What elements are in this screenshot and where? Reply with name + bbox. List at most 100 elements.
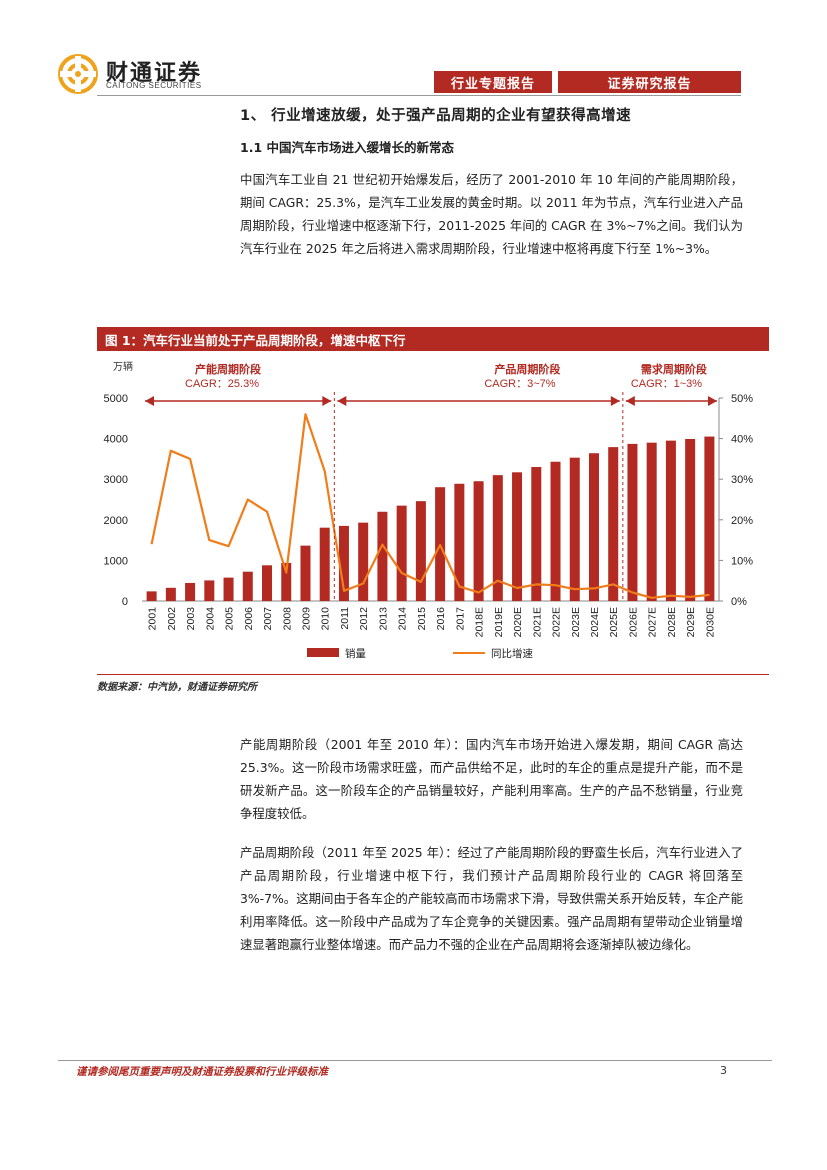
x-tick-label: 2022E [551,607,563,637]
x-tick-label: 2026E [627,607,639,637]
y-tick-label: 5000 [104,393,128,405]
bar-2028E [665,440,676,601]
x-tick-label: 2002 [166,607,178,631]
figure-source: 数据来源：中汽协，财通证券研究所 [97,682,257,693]
x-tick-label: 2020E [512,607,524,637]
y-tick-label: 1000 [104,555,128,567]
bar-2019E [492,475,503,601]
phase-name-label: 需求周期阶段 [641,362,707,376]
legend-line-label: 同比增速 [491,647,533,660]
y-tick-label: 2000 [104,515,128,527]
x-tick-label: 2004 [204,607,216,631]
x-tick-label: 2017 [454,607,466,631]
x-tick-label: 2010 [320,607,332,631]
header-divider [97,95,741,96]
x-tick-label: 2024E [589,607,601,637]
legend-bar-label: 销量 [345,647,366,660]
x-tick-label: 2007 [262,607,274,631]
x-tick-label: 2012 [358,607,370,631]
x-tick-label: 2003 [185,607,197,631]
x-tick-label: 2015 [416,607,428,631]
legend-bar-swatch [307,648,339,657]
sales-growth-chart: 万辆 0 1000 2000 3000 4000 5000 0% 10% 20% 30% 40% 50%… [104,360,754,660]
bar-2004 [204,580,215,601]
bar-2005 [223,577,234,601]
x-tick-label: 2013 [377,607,389,631]
x-tick-label: 2030E [704,607,716,637]
y-tick-label: 0 [122,596,128,608]
y2-tick-label: 40% [731,434,753,446]
phase-name-label: 产能周期阶段 [195,362,261,376]
product-phase-paragraph: 产品周期阶段（2011 年至 2025 年）：经过了产能周期阶段的野蛮生长后，汽… [240,845,743,952]
bar-2022E [550,461,561,601]
bar-2011 [338,525,349,601]
capacity-phase-paragraph: 产能周期阶段（2001 年至 2010 年）：国内汽车市场开始进入爆发期，期间 … [240,737,743,821]
y-axis-unit-label: 万辆 [113,360,133,373]
bar-2030E [704,436,715,601]
growth-rate-line [150,413,710,599]
bar-2017 [454,483,465,601]
phase-name-label: 产品周期阶段 [494,362,560,376]
report-type-tab: 行业专题报告 [434,71,552,93]
caitong-logo-icon [58,54,98,94]
figure-divider [97,674,769,675]
phase-arrow-head-left [145,396,154,406]
figure-title: 图 1：汽车行业当前处于产品周期阶段，增速中枢下行 [97,327,769,351]
bar-2003 [185,582,196,601]
x-tick-label: 2005 [224,607,236,631]
section-heading: 1、 行业增速放缓，处于强产品周期的企业有望获得高增速 [240,108,632,124]
y2-tick-label: 30% [731,474,753,486]
x-tick-label: 2028E [666,607,678,637]
bar-2007 [262,565,273,601]
phase-cagr-label: CAGR：3~7% [484,378,555,390]
bar-2029E [685,439,696,601]
phase-arrow-head-left [337,396,347,406]
phase-arrow-head-right [610,396,620,406]
bar-2013 [377,511,388,601]
bar-2018E [473,481,484,601]
bar-2025E [608,447,619,601]
phase-arrow-head-right [322,396,332,406]
bar-2027E [646,442,657,601]
x-tick-label: 2027E [647,607,659,637]
bar-2020E [512,472,523,601]
bar-2009 [300,545,311,601]
intro-paragraph: 中国汽车工业自 21 世纪初开始爆发后，经历了 2001-2010 年 10 年… [240,172,743,256]
x-tick-label: 2023E [570,607,582,637]
bar-2010 [319,527,330,601]
bar-2015 [415,501,426,601]
brand-name-en: CAITONG SECURITIES [106,81,202,90]
x-tick-label: 2019E [493,607,505,637]
x-tick-label: 2011 [339,607,351,630]
report-category-tab: 证券研究报告 [558,71,741,93]
bar-2008 [281,562,292,601]
bar-2023E [569,457,580,601]
footer-divider [58,1060,772,1061]
bar-2012 [358,522,369,601]
disclaimer-note: 谨请参阅尾页重要声明及财通证券股票和行业评级标准 [76,1066,328,1078]
bar-2024E [588,453,599,601]
phase-cagr-label: CAGR：1~3% [631,378,702,390]
bar-2026E [627,443,638,601]
x-tick-label: 2008 [281,607,293,631]
x-tick-label: 2009 [300,607,312,631]
bar-2006 [242,571,253,601]
brand-name: 财通证券 [106,61,203,86]
page-number: 3 [720,1064,727,1077]
y2-tick-label: 10% [731,555,753,567]
x-tick-label: 2006 [243,607,255,631]
y2-tick-label: 50% [731,393,753,405]
phase-cagr-label: CAGR：25.3% [185,378,259,390]
y-tick-label: 4000 [104,434,128,446]
subsection-heading: 1.1 中国汽车市场进入缓增长的新常态 [240,140,454,155]
y2-tick-label: 0% [731,596,747,608]
y-tick-label: 3000 [104,474,128,486]
x-tick-label: 2018E [474,607,486,637]
y2-tick-label: 20% [731,515,753,527]
x-tick-label: 2014 [397,607,409,631]
phase-arrow-head-left [625,396,635,406]
x-tick-label: 2021E [531,607,543,637]
bar-2001 [146,591,157,601]
x-tick-label: 2001 [147,607,159,631]
bar-2002 [165,587,176,601]
